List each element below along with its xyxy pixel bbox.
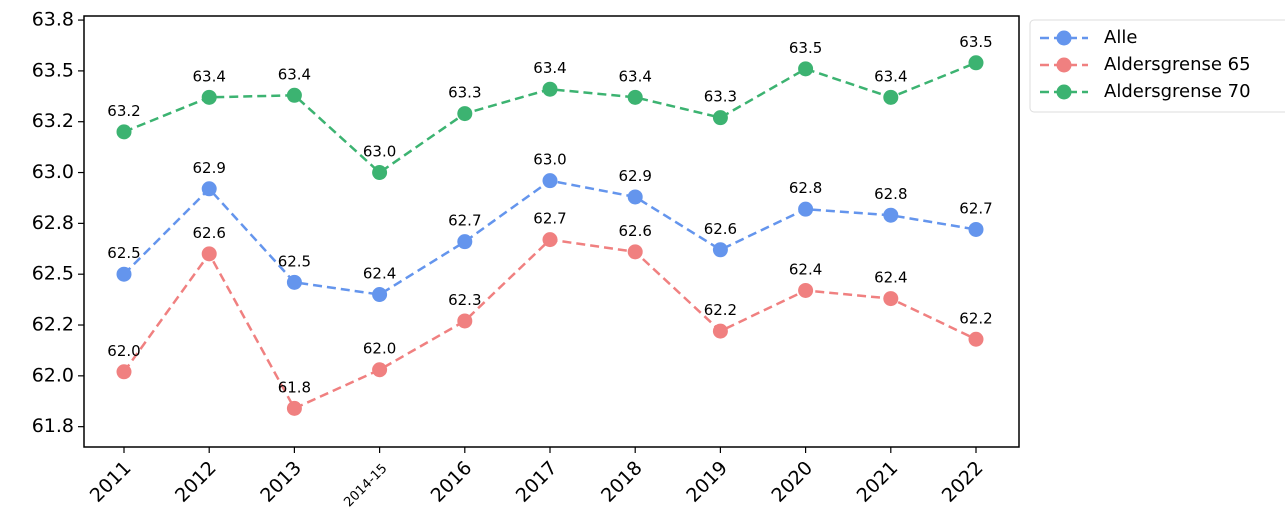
x-tick-label: 2013: [256, 457, 306, 507]
x-tick-label: 2018: [597, 457, 647, 507]
data-point: [712, 323, 728, 339]
legend-marker: [1056, 84, 1072, 100]
data-point: [457, 106, 473, 122]
data-point: [798, 61, 814, 77]
data-point: [372, 362, 388, 378]
data-point: [798, 201, 814, 217]
data-label: 63.0: [363, 143, 396, 161]
data-point: [286, 87, 302, 103]
data-point: [116, 266, 132, 282]
data-label: 63.4: [278, 65, 311, 83]
data-label: 62.9: [618, 167, 651, 185]
data-point: [457, 313, 473, 329]
y-tick-label: 62.5: [32, 263, 74, 285]
y-tick-label: 62.8: [32, 212, 74, 234]
data-point: [712, 110, 728, 126]
data-label: 62.0: [107, 342, 140, 360]
y-tick-label: 63.8: [32, 9, 74, 31]
plot-frame: [83, 15, 1020, 448]
data-label: 63.4: [192, 67, 225, 85]
data-label: 63.4: [874, 67, 907, 85]
data-label: 62.3: [448, 291, 481, 309]
data-point: [542, 232, 558, 248]
legend-label: Alle: [1104, 27, 1137, 48]
data-point: [883, 291, 899, 307]
x-tick-label: 2017: [512, 457, 562, 507]
data-label: 63.3: [448, 84, 481, 102]
data-point: [116, 364, 132, 380]
y-tick-label: 61.8: [32, 415, 74, 437]
data-point: [968, 55, 984, 71]
data-point: [372, 287, 388, 303]
x-tick-label: 2022: [938, 457, 988, 507]
data-label: 62.0: [363, 340, 396, 358]
legend-marker: [1056, 30, 1072, 46]
legend: Alle Aldersgrense 65 Aldersgrense 70: [1029, 19, 1285, 113]
data-point: [372, 165, 388, 181]
data-label: 62.2: [959, 309, 992, 327]
data-label: 62.6: [618, 222, 651, 240]
data-label: 62.2: [704, 301, 737, 319]
data-label: 62.4: [874, 269, 907, 287]
data-label: 62.7: [533, 210, 566, 228]
y-tick-label: 63.5: [32, 59, 74, 81]
data-point: [968, 331, 984, 347]
data-label: 63.4: [618, 67, 651, 85]
data-label: 63.4: [533, 59, 566, 77]
data-point: [968, 221, 984, 237]
legend-label: Aldersgrense 65: [1104, 54, 1251, 75]
data-point: [286, 274, 302, 290]
data-point: [712, 242, 728, 258]
data-point: [542, 173, 558, 189]
x-tick-label: 2011: [86, 457, 136, 507]
data-point: [542, 81, 558, 97]
legend-label: Aldersgrense 70: [1104, 81, 1251, 102]
x-tick-label: 2020: [767, 457, 817, 507]
data-point: [457, 234, 473, 250]
data-label: 62.7: [448, 212, 481, 230]
data-label: 63.0: [533, 151, 566, 169]
y-tick-label: 62.2: [32, 314, 74, 336]
y-tick-label: 63.0: [32, 161, 74, 183]
data-point: [286, 400, 302, 416]
data-label: 63.3: [704, 88, 737, 106]
data-point: [201, 89, 217, 105]
data-label: 63.5: [789, 39, 822, 57]
data-point: [627, 89, 643, 105]
data-point: [883, 89, 899, 105]
data-label: 62.6: [192, 224, 225, 242]
data-label: 63.5: [959, 33, 992, 51]
data-point: [627, 189, 643, 205]
y-tick-label: 62.0: [32, 364, 74, 386]
x-tick-label: 2012: [171, 457, 221, 507]
data-label: 62.5: [107, 244, 140, 262]
data-label: 62.4: [789, 260, 822, 278]
data-label: 62.6: [704, 220, 737, 238]
data-label: 61.8: [278, 378, 311, 396]
legend-box: [1029, 19, 1285, 113]
data-label: 62.9: [192, 159, 225, 177]
data-point: [116, 124, 132, 140]
series-line: [122, 238, 977, 410]
x-tick-label: 2019: [682, 457, 732, 507]
data-label: 62.8: [789, 179, 822, 197]
x-tick-label: 2021: [853, 457, 903, 507]
data-point: [883, 207, 899, 223]
data-point: [201, 181, 217, 197]
x-tick-label: 2016: [427, 457, 477, 507]
data-point: [627, 244, 643, 260]
y-tick-label: 63.2: [32, 110, 74, 132]
data-label: 63.2: [107, 102, 140, 120]
data-label: 62.4: [363, 265, 396, 283]
data-label: 62.8: [874, 185, 907, 203]
data-label: 62.5: [278, 252, 311, 270]
data-point: [201, 246, 217, 262]
data-label: 62.7: [959, 199, 992, 217]
legend-marker: [1056, 57, 1072, 73]
data-point: [798, 282, 814, 298]
x-tick-label: 2014-15: [341, 461, 390, 510]
